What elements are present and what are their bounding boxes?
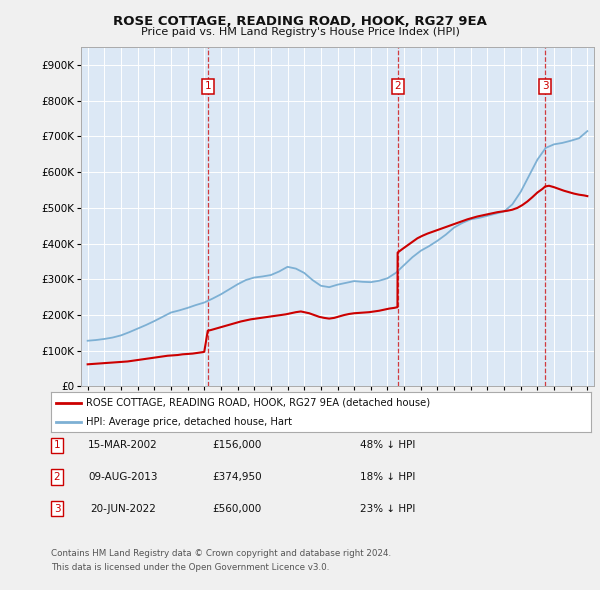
Text: £156,000: £156,000 bbox=[212, 441, 262, 450]
Text: Price paid vs. HM Land Registry's House Price Index (HPI): Price paid vs. HM Land Registry's House … bbox=[140, 27, 460, 37]
Text: 3: 3 bbox=[53, 504, 61, 513]
Text: 2: 2 bbox=[53, 472, 61, 481]
Text: £560,000: £560,000 bbox=[212, 504, 262, 513]
Text: 3: 3 bbox=[542, 81, 548, 91]
Text: 15-MAR-2002: 15-MAR-2002 bbox=[88, 441, 158, 450]
Text: 1: 1 bbox=[53, 441, 61, 450]
Text: HPI: Average price, detached house, Hart: HPI: Average price, detached house, Hart bbox=[86, 417, 292, 427]
Text: ROSE COTTAGE, READING ROAD, HOOK, RG27 9EA (detached house): ROSE COTTAGE, READING ROAD, HOOK, RG27 9… bbox=[86, 398, 430, 408]
Text: 48% ↓ HPI: 48% ↓ HPI bbox=[360, 441, 415, 450]
Text: 2: 2 bbox=[394, 81, 401, 91]
Text: 20-JUN-2022: 20-JUN-2022 bbox=[90, 504, 156, 513]
Text: ROSE COTTAGE, READING ROAD, HOOK, RG27 9EA: ROSE COTTAGE, READING ROAD, HOOK, RG27 9… bbox=[113, 15, 487, 28]
Text: 09-AUG-2013: 09-AUG-2013 bbox=[88, 472, 158, 481]
Text: 1: 1 bbox=[205, 81, 211, 91]
Text: 18% ↓ HPI: 18% ↓ HPI bbox=[360, 472, 415, 481]
Text: £374,950: £374,950 bbox=[212, 472, 262, 481]
Text: This data is licensed under the Open Government Licence v3.0.: This data is licensed under the Open Gov… bbox=[51, 563, 329, 572]
Text: Contains HM Land Registry data © Crown copyright and database right 2024.: Contains HM Land Registry data © Crown c… bbox=[51, 549, 391, 558]
Text: 23% ↓ HPI: 23% ↓ HPI bbox=[360, 504, 415, 513]
